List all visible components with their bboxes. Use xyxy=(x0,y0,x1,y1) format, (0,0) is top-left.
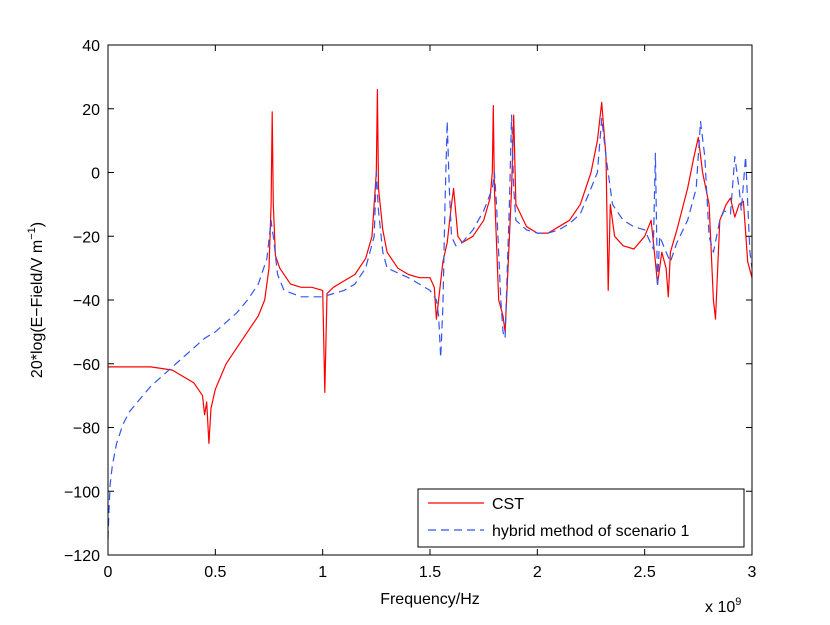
y-tick-label: −120 xyxy=(64,548,100,565)
legend-label-hybrid: hybrid method of scenario 1 xyxy=(492,523,690,540)
legend-label-cst: CST xyxy=(492,496,524,513)
y-axis-title-main: 20*log(E−Field/V m xyxy=(29,240,46,378)
x-tick-label: 0 xyxy=(104,564,113,581)
legend-box xyxy=(417,488,745,548)
y-tick-label: −20 xyxy=(73,229,100,246)
y-axis: −120 −100 −80 −60 −40 −20 0 20 40 xyxy=(64,38,752,565)
x-tick-label: 3 xyxy=(748,564,757,581)
x-axis: 0 0.5 1 1.5 2 2.5 3 xyxy=(104,45,757,581)
y-tick-label: 20 xyxy=(82,102,100,119)
x-exponent-base: x 10 xyxy=(705,599,735,616)
plot-area xyxy=(108,45,752,555)
series-line-hybrid xyxy=(107,114,753,540)
y-tick-label: −100 xyxy=(64,484,100,501)
y-tick-label: 0 xyxy=(91,166,100,183)
x-exponent-power: 9 xyxy=(735,596,741,608)
y-tick-label: −80 xyxy=(73,421,100,438)
x-tick-label: 1 xyxy=(318,564,327,581)
x-exponent-label: x 109 xyxy=(705,596,741,616)
y-tick-label: −40 xyxy=(73,293,100,310)
y-axis-title-close: ) xyxy=(29,222,46,227)
series-layer xyxy=(107,88,753,540)
x-tick-label: 0.5 xyxy=(204,564,226,581)
x-tick-label: 2 xyxy=(533,564,542,581)
x-axis-title: Frequency/Hz xyxy=(380,591,480,608)
x-tick-label: 2.5 xyxy=(634,564,656,581)
series-line-cst xyxy=(108,88,753,444)
y-axis-title-sup: −1 xyxy=(26,227,38,240)
y-tick-label: −60 xyxy=(73,357,100,374)
x-tick-label: 1.5 xyxy=(419,564,441,581)
y-tick-label: 40 xyxy=(82,38,100,55)
y-axis-title: 20*log(E−Field/V m−1) xyxy=(26,222,46,378)
legend: CST hybrid method of scenario 1 xyxy=(417,488,745,548)
